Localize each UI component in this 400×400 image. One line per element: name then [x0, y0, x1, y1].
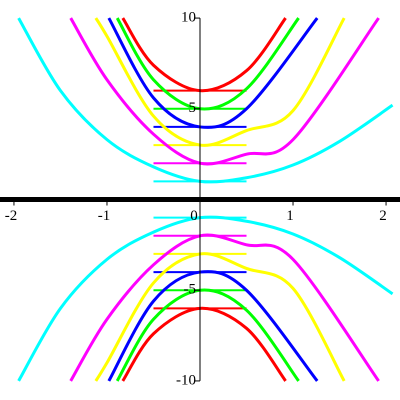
curve — [17, 17, 394, 184]
y-tick-label: 5 — [189, 100, 197, 116]
y-tick-label: -10 — [176, 372, 196, 388]
y-tick-label: -5 — [184, 282, 197, 298]
curve — [115, 17, 300, 111]
curve — [121, 306, 287, 382]
curve — [69, 17, 380, 166]
x-tick-label: -1 — [98, 208, 111, 224]
curve — [115, 288, 300, 382]
curve — [17, 215, 394, 382]
x-tick-label: 2 — [379, 208, 387, 224]
x-tick-label: -2 — [5, 208, 18, 224]
y-tick-label: 10 — [181, 10, 196, 26]
x-tick-label: 1 — [286, 208, 294, 224]
x-tick-label: 0 — [190, 208, 198, 224]
curve — [69, 233, 380, 382]
curve — [121, 17, 287, 93]
